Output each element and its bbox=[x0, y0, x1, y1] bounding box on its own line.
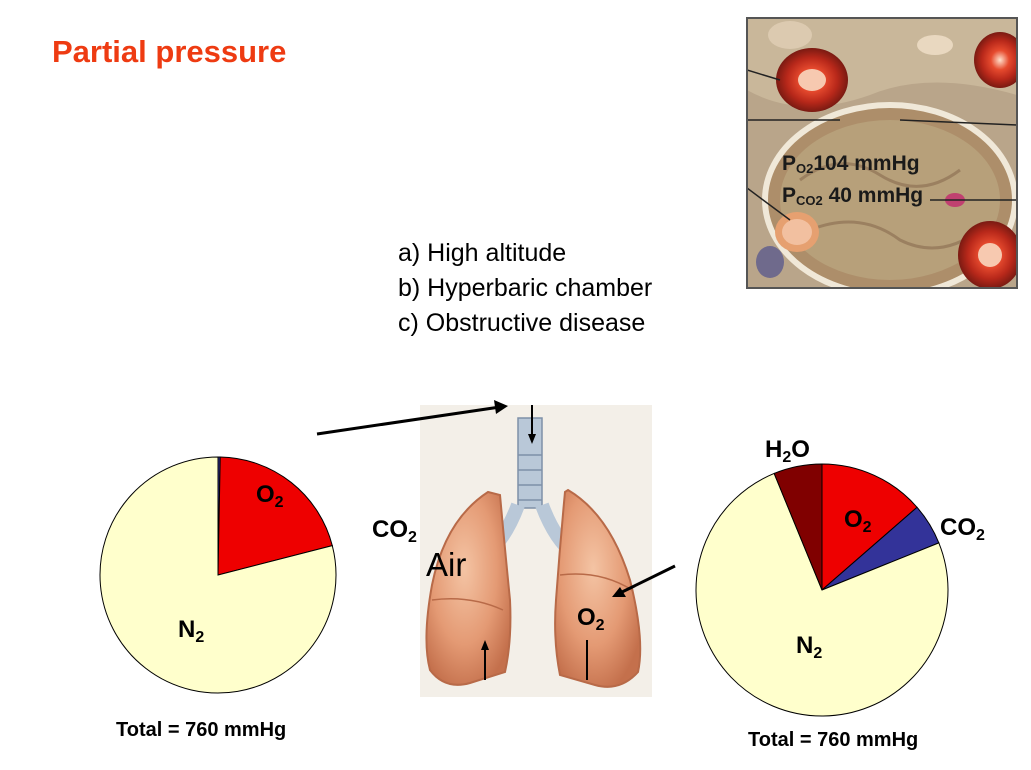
right-pie-o2-label: O2 bbox=[844, 506, 872, 536]
right-pie-total: Total = 760 mmHg bbox=[748, 729, 919, 751]
lung-o2-label: O2 bbox=[577, 604, 605, 634]
left-pie-n2-label: N2 bbox=[178, 616, 205, 646]
lungs-image bbox=[420, 405, 652, 697]
air-label: Air bbox=[426, 546, 467, 583]
left-pie-total: Total = 760 mmHg bbox=[116, 719, 287, 741]
condition-item: a) High altitude bbox=[398, 239, 567, 267]
conditions-list: a) High altitude b) Hyperbaric chamber c… bbox=[398, 236, 652, 341]
pie-slice-h2o bbox=[773, 463, 823, 591]
pie-slice-o2 bbox=[821, 463, 918, 592]
arrow-to-trachea bbox=[316, 400, 508, 436]
right-pie-chart bbox=[695, 463, 949, 717]
po2-label: PO2104 mmHg bbox=[782, 152, 920, 176]
condition-item: c) Obstructive disease bbox=[398, 309, 646, 337]
pie-slice-o2 bbox=[217, 456, 333, 576]
lung-co2-label: CO2 bbox=[372, 516, 417, 546]
left-pie-o2-label: O2 bbox=[256, 481, 284, 511]
condition-item: b) Hyperbaric chamber bbox=[398, 274, 653, 302]
right-pie-h2o-label: H2O bbox=[765, 436, 810, 466]
pie-slice-n2 bbox=[99, 456, 337, 694]
left-pie-chart bbox=[99, 456, 337, 694]
pie-slice-n2 bbox=[695, 472, 949, 717]
right-pie-co2-label: CO2 bbox=[940, 514, 985, 544]
inset-border bbox=[746, 17, 1018, 289]
slide-title: Partial pressure bbox=[52, 34, 287, 69]
arrow-to-lung bbox=[612, 564, 676, 597]
pco2-label: PCO2 40 mmHg bbox=[782, 184, 924, 208]
alveolus-inset-image bbox=[747, 18, 1017, 288]
right-pie-n2-label: N2 bbox=[796, 632, 823, 662]
